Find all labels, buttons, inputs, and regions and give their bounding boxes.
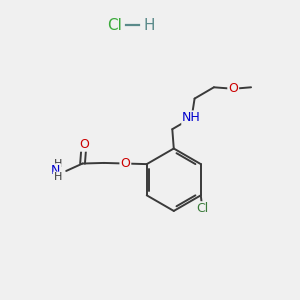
Text: O: O: [228, 82, 238, 95]
Text: H: H: [54, 159, 62, 170]
Text: O: O: [120, 157, 130, 170]
Text: Cl: Cl: [107, 18, 122, 33]
Text: NH: NH: [182, 111, 201, 124]
Text: O: O: [79, 138, 89, 151]
Text: H: H: [144, 18, 155, 33]
Text: Cl: Cl: [196, 202, 208, 215]
Text: H: H: [54, 172, 62, 182]
Text: N: N: [51, 164, 61, 178]
